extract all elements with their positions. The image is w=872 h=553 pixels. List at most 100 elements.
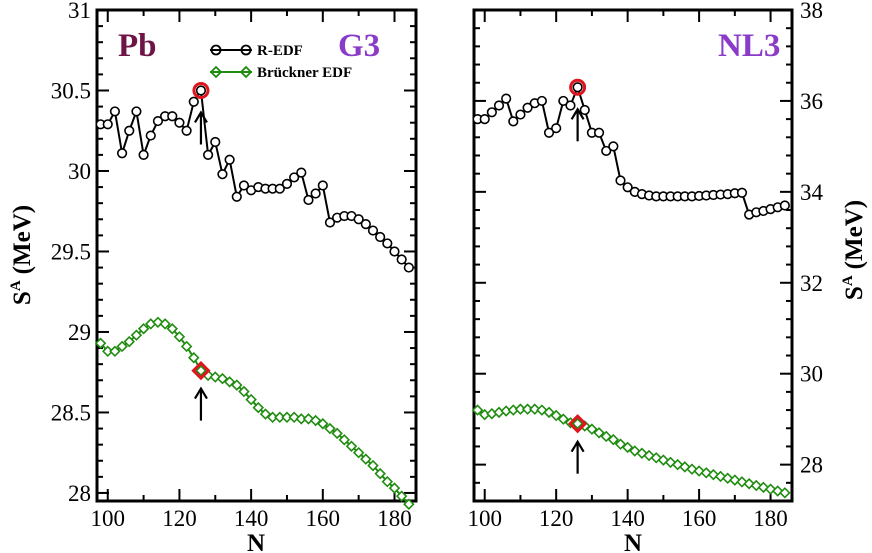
data-point [607, 433, 620, 446]
data-point [522, 102, 533, 113]
data-point [586, 423, 598, 435]
data-point [557, 413, 570, 425]
data-point [664, 456, 677, 469]
data-point [622, 182, 633, 193]
data-point [224, 154, 235, 165]
legend: R-EDF Brückner EDF [209, 43, 352, 81]
data-point [138, 149, 149, 160]
data-point [116, 148, 128, 159]
data-point [636, 447, 648, 459]
data-point [743, 477, 755, 490]
x-axis-title-right: N [624, 530, 642, 553]
data-point [750, 479, 763, 492]
data-point [382, 238, 393, 249]
data-point [324, 422, 336, 435]
data-point [302, 413, 315, 425]
x-tick-label: 140 [234, 506, 269, 531]
data-point [102, 119, 113, 130]
legend-marker-diamond [239, 65, 253, 79]
data-point [281, 178, 293, 189]
data-point [600, 430, 612, 443]
legend-marker-circle [210, 44, 222, 56]
data-point [764, 483, 777, 495]
svg-text:SA(MeV): SA (MeV) [8, 205, 36, 305]
y-tick-label: 36 [800, 89, 823, 114]
data-point [779, 200, 790, 211]
data-point [289, 172, 300, 183]
x-tick-label: 180 [377, 506, 412, 531]
x-tick-label: 100 [467, 506, 502, 531]
svg-text:SA(MeV): SA (MeV) [840, 200, 868, 300]
data-point [671, 458, 684, 471]
data-point [493, 100, 505, 111]
data-point [167, 111, 178, 122]
arrow-head [570, 439, 585, 453]
series-line-redf [100, 87, 410, 269]
data-point [274, 183, 285, 194]
data-point [536, 95, 547, 107]
data-point [403, 262, 414, 273]
data-point [486, 107, 497, 118]
y-axis-superscript: A [8, 280, 24, 291]
data-point [515, 109, 526, 120]
data-point [245, 393, 257, 406]
data-point [621, 441, 634, 454]
model-label-left: G3 [338, 28, 380, 64]
x-tick-label: 160 [306, 506, 341, 531]
data-point [558, 95, 569, 107]
data-point [707, 468, 720, 481]
data-point [721, 472, 734, 484]
data-point [543, 127, 555, 138]
data-point [367, 225, 379, 236]
data-point [360, 219, 371, 230]
data-point [223, 376, 236, 388]
data-point [352, 446, 365, 459]
data-point [593, 427, 605, 439]
y-tick-label: 31 [68, 0, 91, 23]
data-point [309, 414, 322, 427]
data-point [166, 323, 179, 335]
data-point [124, 125, 135, 136]
y-tick-label: 29.5 [51, 239, 91, 264]
y-axis-unit: (MeV) [9, 205, 36, 274]
highlight-point [569, 78, 587, 96]
data-point [395, 490, 408, 502]
legend-label-bruckner: Brückner EDF [257, 65, 352, 81]
data-point [360, 453, 372, 465]
data-point [396, 254, 407, 265]
data-point [296, 167, 307, 178]
data-point [536, 404, 548, 416]
y-axis-symbol: S [9, 291, 36, 305]
x-tick-label: 180 [753, 506, 788, 531]
data-point [679, 461, 691, 473]
data-point [608, 141, 619, 152]
plot-frame-left [95, 8, 418, 503]
arrows-right [570, 107, 585, 474]
data-point [317, 417, 329, 430]
data-point [203, 149, 214, 160]
data-point [94, 337, 107, 349]
data-point [389, 246, 400, 257]
plot-frame-right [472, 8, 794, 503]
legend-marker-diamond [209, 65, 223, 79]
data-point [367, 459, 379, 472]
data-point [615, 175, 626, 186]
data-point [375, 231, 386, 243]
arrow-head [194, 110, 208, 124]
data-point [210, 136, 221, 148]
highlight-point [567, 414, 588, 434]
data-point [324, 217, 336, 228]
data-point [601, 145, 612, 157]
highlight-point [192, 81, 210, 99]
nucleus-tag: Pb [118, 28, 157, 64]
y-tick-label: 32 [800, 271, 823, 296]
y-axis-superscript: A [840, 275, 856, 286]
data-point [252, 401, 265, 414]
data-point [195, 85, 207, 96]
y-tick-label: 28 [800, 453, 823, 478]
data-point [374, 467, 386, 480]
data-point [145, 130, 156, 141]
data-point [159, 318, 171, 330]
legend-label-redf: R-EDF [257, 43, 303, 59]
